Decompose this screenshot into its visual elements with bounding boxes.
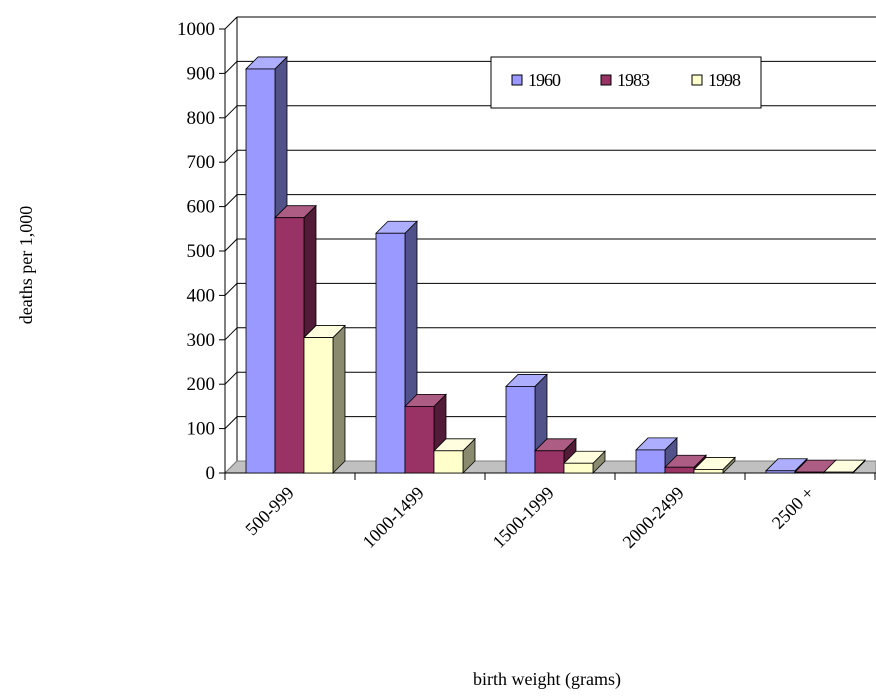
- wall-gridline: [224, 371, 238, 385]
- legend-label: 1998: [708, 70, 741, 90]
- wall-gridline: [224, 238, 238, 252]
- bar: [433, 437, 476, 474]
- wall-gridline: [224, 194, 238, 207]
- y-tick-label: 200: [187, 374, 216, 395]
- y-tick-label: 100: [187, 419, 216, 440]
- legend-label: 1960: [528, 70, 561, 90]
- wall-gridline: [224, 105, 238, 119]
- wall-gridline: [224, 61, 238, 74]
- legend-swatch: [691, 74, 703, 86]
- bar: [823, 459, 866, 474]
- x-tick-label: 1000-1499: [359, 483, 428, 552]
- y-tick-label: 0: [206, 463, 216, 484]
- y-tick-label: 600: [187, 197, 216, 218]
- y-tick-label: 700: [187, 152, 216, 173]
- y-tick-label: 500: [187, 241, 216, 262]
- y-axis: 0 100 200 300 400 500 600 700 800 900 1000: [177, 19, 226, 484]
- x-tick-label: 1500-1999: [489, 483, 558, 552]
- y-tick-label: 400: [187, 285, 216, 306]
- bars: [245, 55, 866, 474]
- legend-entry: 1998: [691, 70, 742, 90]
- wall-gridline: [224, 416, 238, 429]
- y-axis-title: deaths per 1,000: [16, 206, 36, 324]
- x-axis-title: birth weight (grams): [473, 669, 621, 690]
- legend-swatch: [511, 74, 523, 86]
- y-tick-label: 900: [187, 63, 216, 84]
- x-tick-label: 500-999: [241, 483, 298, 540]
- y-tick-label: 1000: [177, 19, 215, 40]
- wall-gridline: [224, 283, 238, 296]
- legend-label: 1983: [617, 70, 650, 90]
- x-tick-label: 2500 +: [768, 483, 818, 533]
- legend: 1960 1983 1998: [490, 56, 762, 109]
- legend-swatch: [600, 74, 612, 86]
- x-tick-label: 2000-2499: [619, 483, 688, 552]
- y-tick-label: 300: [187, 330, 216, 351]
- wall-gridline: [224, 16, 238, 30]
- wall-gridline: [224, 327, 238, 341]
- legend-entry: 1960: [511, 70, 562, 90]
- legend-box: [490, 56, 762, 109]
- bar: [303, 324, 346, 474]
- wall-gridline: [224, 149, 238, 163]
- x-axis: 500-999 1000-1499 1500-1999 2000-2499 2500 +: [224, 472, 876, 552]
- bar: [693, 456, 736, 474]
- bar: [563, 450, 606, 474]
- y-tick-label: 800: [187, 108, 216, 129]
- legend-entry: 1983: [600, 70, 651, 90]
